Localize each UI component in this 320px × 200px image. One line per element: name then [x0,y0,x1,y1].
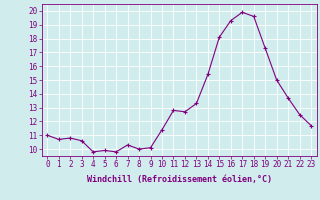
X-axis label: Windchill (Refroidissement éolien,°C): Windchill (Refroidissement éolien,°C) [87,175,272,184]
